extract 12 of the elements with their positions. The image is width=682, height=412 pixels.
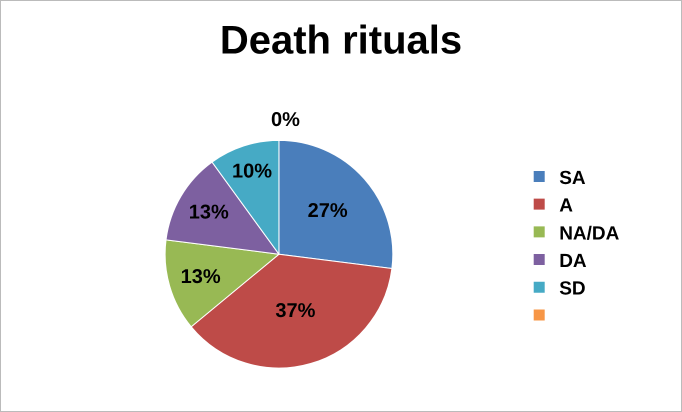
legend-label: SA [559, 168, 586, 189]
legend-label: A [559, 196, 574, 217]
data-label: 13% [188, 202, 229, 224]
text: 0% [271, 109, 300, 131]
chart-title: Death rituals [220, 18, 462, 63]
data-label: 13% [180, 266, 221, 288]
legend-label: SD [559, 278, 586, 300]
data-label: 27% [308, 200, 348, 222]
legend-label: NA/DA [559, 223, 620, 244]
data-label: 10% [232, 160, 272, 182]
data-label: 37% [275, 300, 316, 322]
legend-label: DA [559, 250, 587, 272]
